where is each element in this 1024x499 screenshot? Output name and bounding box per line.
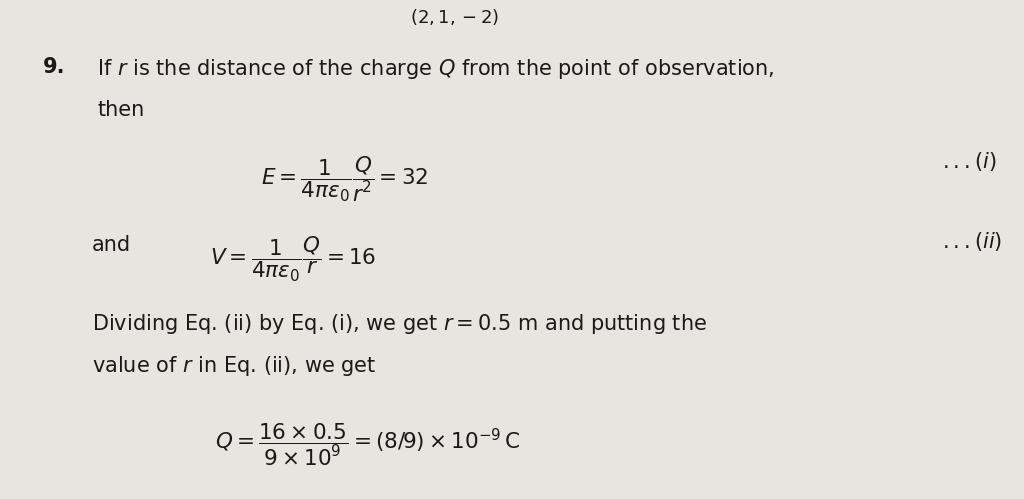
Text: $(2,1,-2)$: $(2,1,-2)$ [410, 7, 499, 27]
Text: If $r$ is the distance of the charge $Q$ from the point of observation,: If $r$ is the distance of the charge $Q$… [97, 57, 775, 81]
Text: $E = \dfrac{1}{4\pi\varepsilon_0}\dfrac{Q}{r^2} = 32$: $E = \dfrac{1}{4\pi\varepsilon_0}\dfrac{… [261, 155, 429, 204]
Text: $V = \dfrac{1}{4\pi\varepsilon_0}\dfrac{Q}{r} = 16$: $V = \dfrac{1}{4\pi\varepsilon_0}\dfrac{… [210, 235, 376, 284]
Text: $...(ii)$: $...(ii)$ [942, 230, 1002, 252]
Text: then: then [97, 100, 144, 120]
Text: 9.: 9. [43, 57, 66, 77]
Text: Dividing Eq. (ii) by Eq. (i), we get $r = 0.5$ m and putting the: Dividing Eq. (ii) by Eq. (i), we get $r … [92, 312, 708, 336]
Text: and: and [92, 235, 131, 254]
Text: $...(i)$: $...(i)$ [942, 150, 996, 173]
Text: $Q = \dfrac{16 \times 0.5}{9 \times 10^9} = (8/9) \times 10^{-9}\,\mathrm{C}$: $Q = \dfrac{16 \times 0.5}{9 \times 10^9… [215, 422, 520, 468]
Text: value of $r$ in Eq. (ii), we get: value of $r$ in Eq. (ii), we get [92, 354, 377, 378]
